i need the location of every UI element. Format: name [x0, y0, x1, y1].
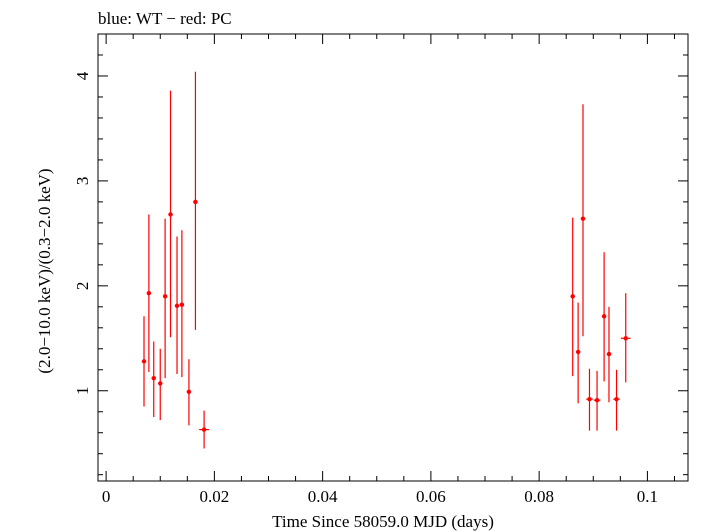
data-point — [570, 294, 575, 299]
data-point — [580, 216, 586, 221]
y-axis: 1 2 3 4 — [73, 33, 688, 476]
plot-frame — [97, 33, 689, 482]
chart-title: blue: WT − red: PC — [98, 9, 232, 28]
data-point — [141, 359, 147, 364]
data-point — [623, 336, 628, 341]
x-tick-label: 0.1 — [637, 487, 658, 506]
data-series — [141, 71, 631, 449]
data-point — [186, 389, 192, 395]
data-point — [158, 381, 163, 386]
data-point — [594, 398, 600, 403]
data-point — [606, 351, 612, 357]
y-tick-label: 4 — [73, 71, 92, 80]
x-tick-label: 0.08 — [524, 487, 554, 506]
data-point — [146, 290, 152, 296]
data-point — [179, 302, 185, 307]
data-point — [168, 212, 173, 217]
y-tick-label: 1 — [73, 387, 92, 396]
data-point — [174, 303, 180, 308]
data-point — [614, 396, 619, 402]
x-axis-label: Time Since 58059.0 MJD (days) — [272, 512, 494, 531]
y-tick-label: 2 — [73, 282, 92, 291]
x-tick-label: 0 — [102, 487, 111, 506]
data-point — [601, 314, 607, 319]
data-point — [193, 199, 198, 205]
data-point — [201, 427, 207, 432]
data-point — [162, 294, 168, 299]
x-tick-label: 0.02 — [200, 487, 230, 506]
data-point — [575, 349, 581, 355]
data-point — [587, 396, 592, 402]
y-axis-label: (2.0−10.0 keV)/(0.3−2.0 keV) — [35, 168, 54, 373]
x-tick-label: 0.04 — [308, 487, 338, 506]
x-tick-label: 0.06 — [416, 487, 446, 506]
x-axis: 0 0.02 0.04 0.06 0.08 0.1 — [102, 34, 675, 506]
data-point — [151, 375, 156, 381]
y-tick-label: 3 — [73, 177, 92, 186]
